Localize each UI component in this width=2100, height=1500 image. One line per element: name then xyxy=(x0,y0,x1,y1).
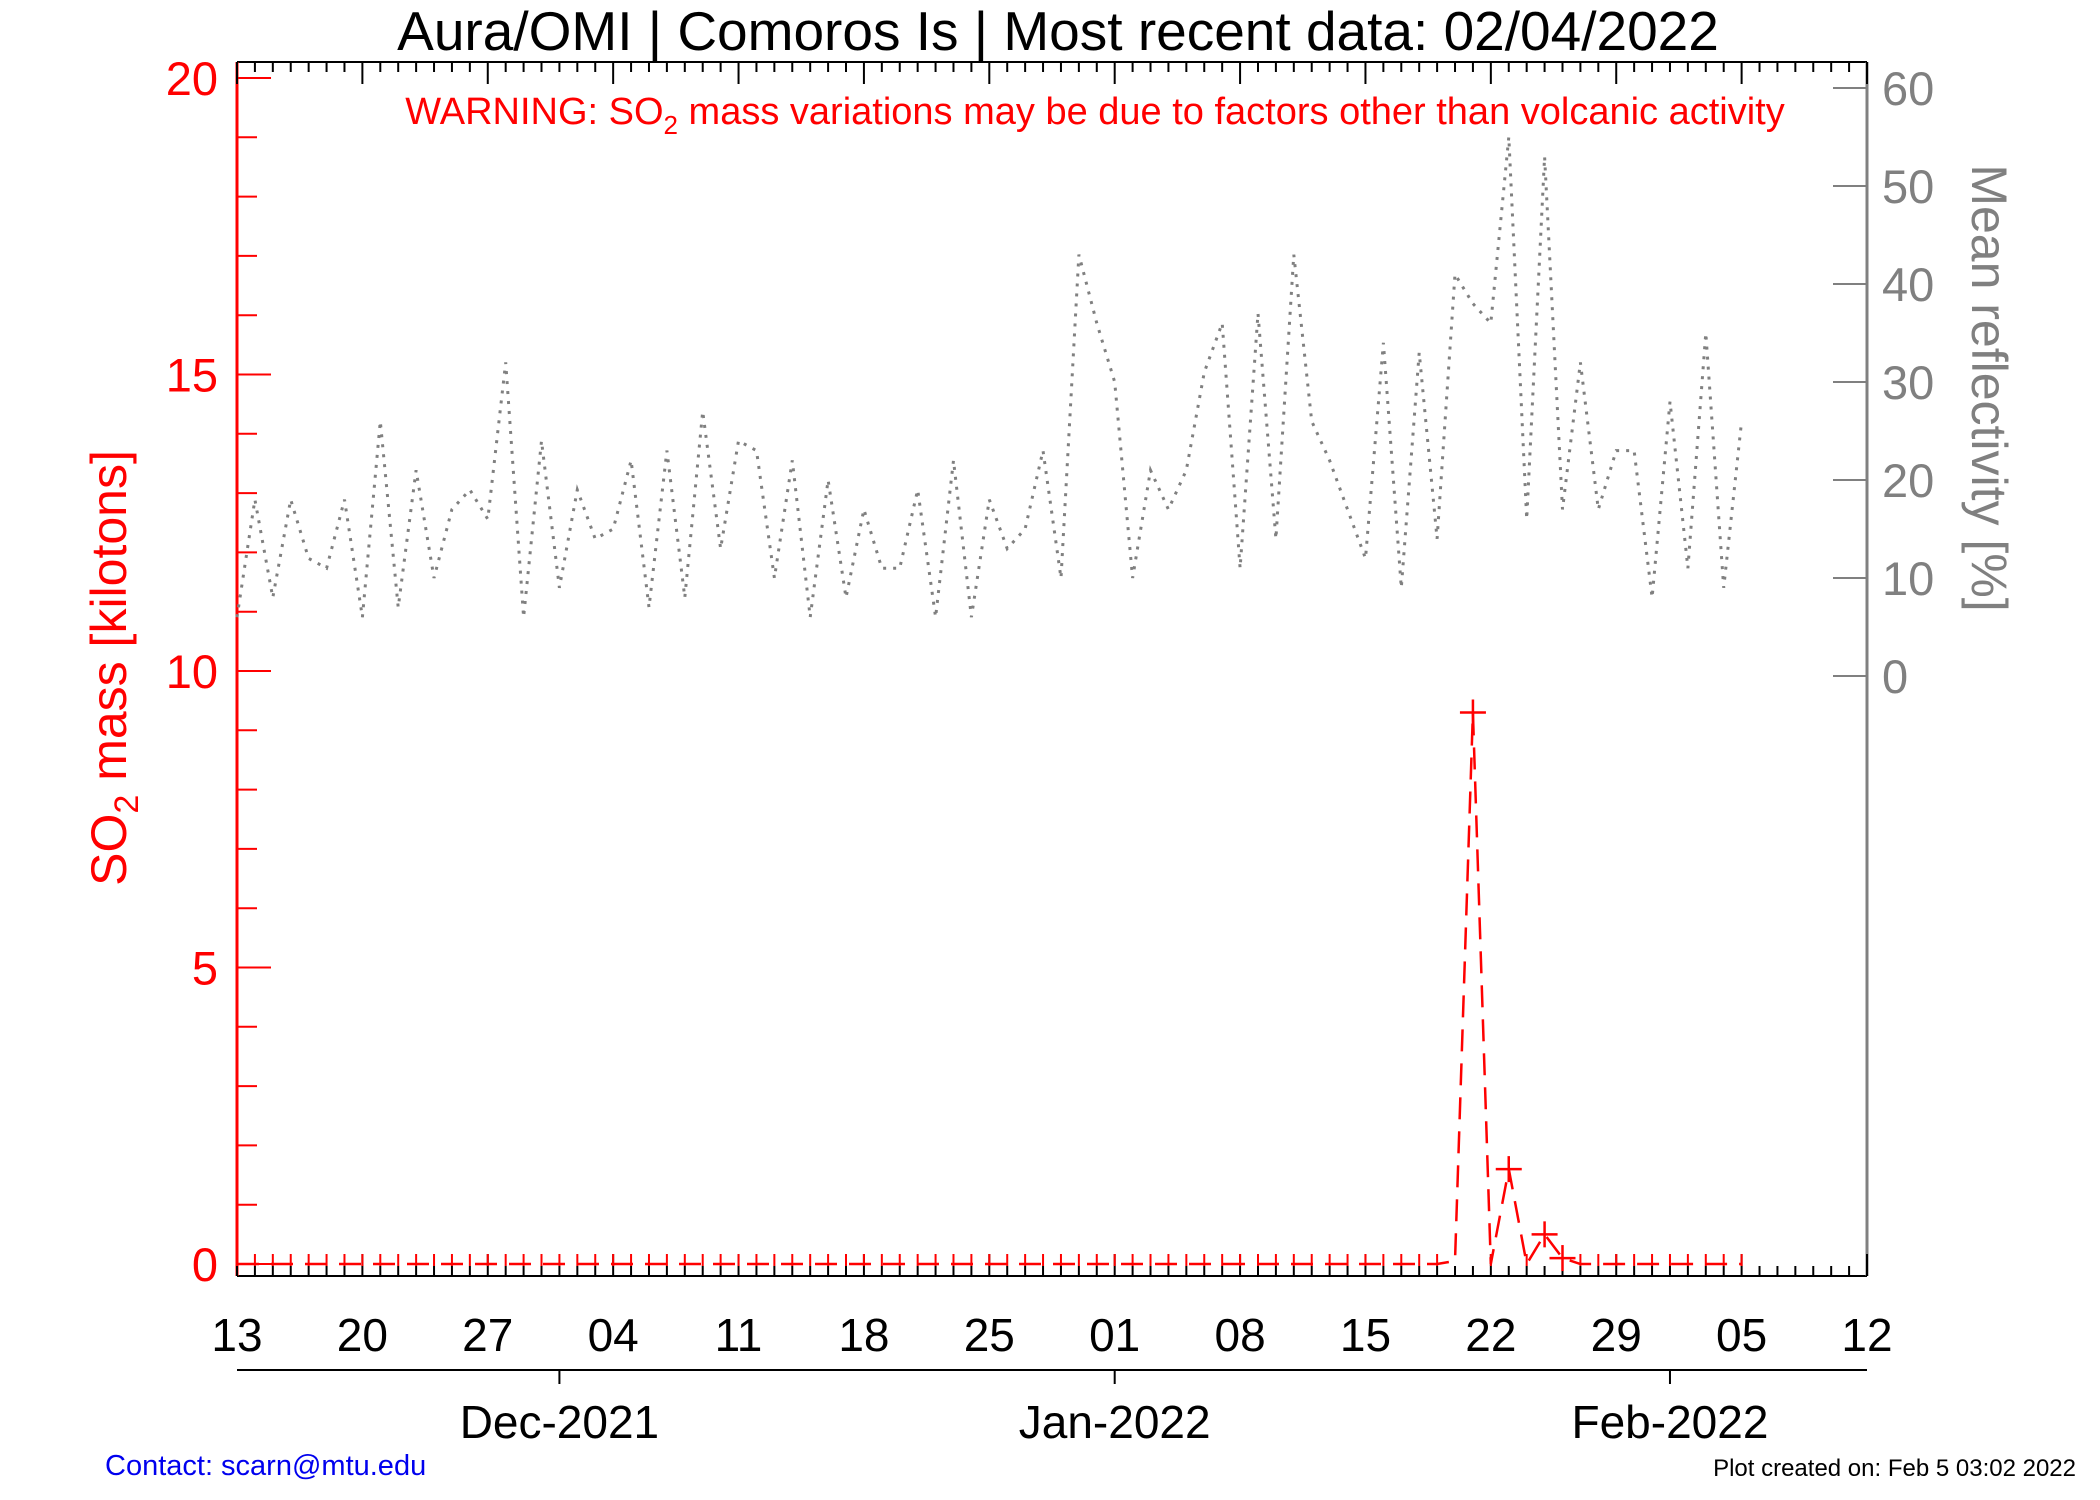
x-tick-label: 18 xyxy=(838,1309,889,1361)
x-tick-label: 27 xyxy=(462,1309,513,1361)
series-line-so2-mass xyxy=(237,712,1742,1268)
right-tick-label: 50 xyxy=(1882,160,1934,213)
left-tick-label: 20 xyxy=(166,52,218,105)
x-tick-label: 05 xyxy=(1716,1309,1767,1361)
x-axis-ticks xyxy=(236,62,1868,1276)
x-tick-label: 25 xyxy=(964,1309,1015,1361)
left-tick-label: 5 xyxy=(192,942,218,995)
month-label: Dec-2021 xyxy=(460,1396,659,1448)
left-tick-label: 15 xyxy=(166,349,218,402)
month-label: Feb-2022 xyxy=(1572,1396,1769,1448)
month-label: Jan-2022 xyxy=(1019,1396,1211,1448)
right-axis-label: Mean reflectivity [%] xyxy=(1961,164,2017,611)
so2-marker xyxy=(1495,1156,1522,1183)
left-axis-ticks: 0 5 10 15 20 xyxy=(166,52,271,1291)
right-tick-label: 30 xyxy=(1882,356,1934,409)
so2-marker xyxy=(1459,699,1486,726)
x-tick-label: 22 xyxy=(1465,1309,1516,1361)
right-axis-ticks: 0 10 20 30 40 50 60 xyxy=(1833,62,1934,703)
contact-link[interactable]: Contact: scarn@mtu.edu xyxy=(105,1450,426,1482)
so2-markers xyxy=(1459,699,1576,1272)
left-tick-label: 0 xyxy=(192,1238,218,1291)
left-axis-label: SO2 mass [kilotons] xyxy=(81,450,146,886)
x-tick-label: 11 xyxy=(715,1309,763,1361)
x-tick-label: 04 xyxy=(588,1309,639,1361)
chart-title: Aura/OMI | Comoros Is | Most recent data… xyxy=(397,0,1719,62)
warning-text: WARNING: SO2 mass variations may be due … xyxy=(405,91,1784,140)
x-tick-label: 15 xyxy=(1340,1309,1391,1361)
right-tick-label: 10 xyxy=(1882,552,1934,605)
so2-marker xyxy=(1531,1221,1558,1248)
series-line-reflectivity xyxy=(235,136,1744,618)
x-axis-tick-labels: 13 20 27 04 11 18 25 01 08 15 22 29 05 12 xyxy=(211,1309,1892,1361)
right-tick-label: 60 xyxy=(1882,62,1934,115)
x-tick-label: 29 xyxy=(1591,1309,1642,1361)
x-tick-label: 13 xyxy=(211,1309,262,1361)
right-tick-label: 0 xyxy=(1882,650,1908,703)
plot-frame xyxy=(235,61,1869,1371)
right-tick-label: 40 xyxy=(1882,258,1934,311)
x-tick-label: 12 xyxy=(1841,1309,1892,1361)
plot-created-text: Plot created on: Feb 5 03:02 2022 xyxy=(1713,1455,2076,1482)
left-tick-label: 10 xyxy=(166,645,218,698)
x-tick-label: 08 xyxy=(1214,1309,1265,1361)
right-tick-label: 20 xyxy=(1882,454,1934,507)
x-tick-label: 01 xyxy=(1089,1309,1140,1361)
x-tick-label: 20 xyxy=(337,1309,388,1361)
so2-marker xyxy=(1549,1245,1576,1272)
month-axis: Dec-2021 Jan-2022 Feb-2022 xyxy=(460,1370,1769,1448)
